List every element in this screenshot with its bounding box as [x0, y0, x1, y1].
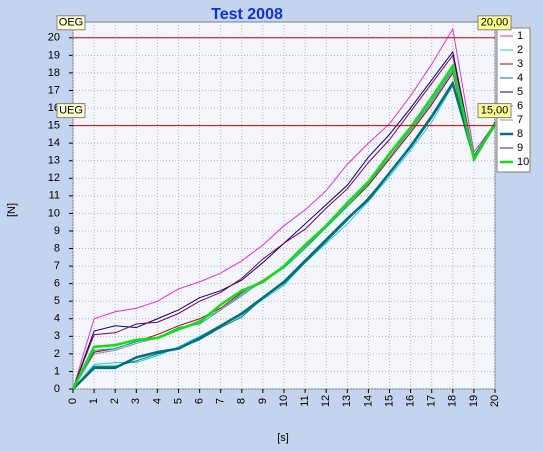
x-tick-label: 3 — [130, 398, 142, 404]
y-tick-label: 0 — [54, 383, 60, 395]
legend-label: 1 — [517, 30, 523, 42]
x-tick-label: 17 — [426, 395, 438, 407]
x-axis-label: [s] — [277, 432, 289, 444]
y-tick-label: 8 — [54, 242, 60, 254]
limit-value-box — [477, 103, 512, 119]
limit-value-box — [477, 15, 512, 31]
legend-label: 10 — [517, 156, 529, 168]
limit-labels: OEG 20,00 UEG 15,00 — [56, 15, 512, 119]
legend-label: 9 — [517, 142, 523, 154]
legend-entries: 1 2 3 4 5 6 7 8 9 10 — [500, 30, 529, 168]
limit-label: OEG — [59, 17, 83, 29]
x-tick-label: 11 — [299, 395, 311, 406]
x-tick-label: 2 — [109, 398, 121, 404]
x-tick-label: 6 — [194, 398, 206, 404]
legend-label: 8 — [517, 128, 523, 140]
y-tick-label: 6 — [54, 278, 60, 290]
y-tick-label: 18 — [48, 67, 60, 79]
x-tick-label: 9 — [257, 398, 269, 404]
limit-label: UEG — [59, 105, 83, 117]
y-tick-label: 7 — [54, 260, 60, 272]
series-line — [72, 54, 496, 390]
y-tick-label: 2 — [54, 348, 60, 360]
x-tick-label: 7 — [215, 398, 227, 404]
y-tick-label: 10 — [48, 207, 60, 219]
x-tick-label: 4 — [151, 398, 163, 404]
legend-label: 4 — [517, 72, 523, 84]
x-tick-label: 12 — [320, 395, 332, 407]
limit-value-label: 15,00 — [481, 105, 509, 117]
y-tick-label: 4 — [54, 313, 60, 325]
x-tick-label: 18 — [447, 395, 459, 407]
legend-label: 7 — [517, 114, 523, 126]
chart-title: Test 2008 — [211, 6, 283, 23]
y-tick-label: 17 — [48, 84, 60, 96]
x-tick-label: 13 — [341, 395, 353, 407]
x-tick-label: 19 — [468, 395, 480, 407]
series-line — [72, 80, 497, 390]
x-tick-label: 20 — [489, 395, 501, 407]
x-tick-label: 1 — [88, 398, 100, 404]
limit-label-box — [56, 15, 86, 31]
y-tick-label: 15 — [48, 120, 60, 132]
y-tick-label: 20 — [48, 32, 60, 44]
series-line — [71, 62, 497, 390]
x-tick-label: 0 — [67, 398, 79, 404]
x-tick-label: 10 — [278, 395, 290, 407]
x-tick-label: 14 — [362, 395, 374, 407]
limits — [73, 37, 495, 127]
series-line — [72, 83, 496, 390]
limit-label-box — [56, 103, 86, 119]
limit-value-label: 20,00 — [481, 17, 509, 29]
y-axis-label: [N] — [6, 203, 18, 217]
y-tick-label: 14 — [48, 137, 60, 149]
lines — [71, 27, 497, 390]
x-tick-label: 15 — [383, 395, 395, 407]
x-tick-label: 5 — [172, 398, 184, 404]
y-tick-label: 1 — [54, 365, 60, 377]
legend-label: 2 — [517, 44, 523, 56]
y-tick-label: 19 — [48, 49, 60, 61]
y-tick-label: 3 — [54, 330, 60, 342]
y-tick-label: 12 — [48, 172, 60, 184]
y-tick-label: 13 — [48, 155, 60, 167]
legend-label: 6 — [517, 100, 523, 112]
series-line — [72, 27, 496, 390]
legend-label: 5 — [517, 86, 523, 98]
x-tick-label: 8 — [236, 398, 248, 404]
legend-label: 3 — [517, 58, 523, 70]
y-tick-label: 5 — [54, 295, 60, 307]
x-tick-label: 16 — [405, 395, 417, 407]
y-tick-label: 11 — [49, 190, 60, 202]
y-tick-label: 9 — [54, 225, 60, 237]
